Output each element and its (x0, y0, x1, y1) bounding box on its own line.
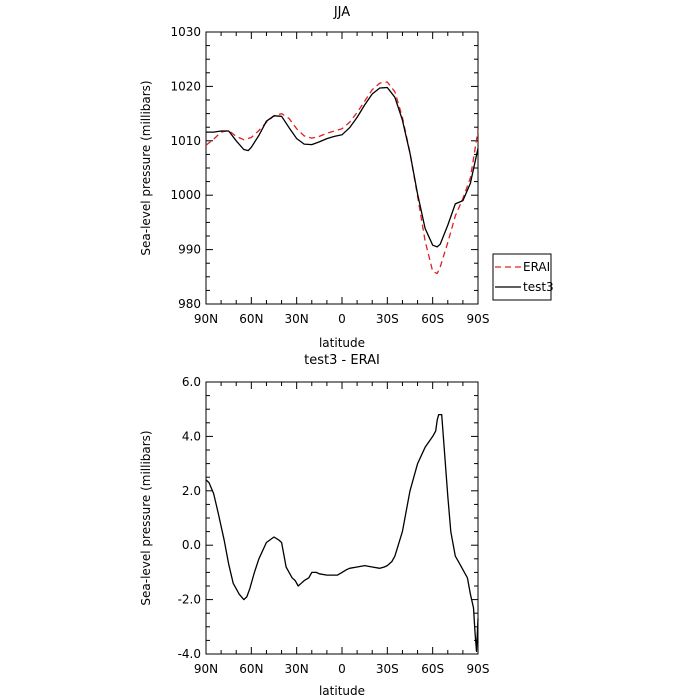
x-tick-label: 90S (467, 312, 490, 326)
x-axis-label: latitude (319, 684, 365, 698)
y-tick-label: 990 (178, 243, 201, 257)
y-axis-label: Sea-level pressure (millibars) (139, 80, 153, 255)
series-line-erai (205, 81, 479, 275)
y-tick-label: 1030 (170, 25, 201, 39)
x-tick-label: 60S (421, 662, 444, 676)
y-tick-label: -4.0 (178, 647, 201, 661)
x-tick-label: 30S (376, 662, 399, 676)
series-line-difference (205, 413, 479, 652)
y-tick-label: 1010 (170, 134, 201, 148)
legend-label-test3: test3 (523, 280, 554, 294)
x-tick-label: 60S (421, 312, 444, 326)
series-line-test3 (206, 86, 479, 248)
chart-title: test3 - ERAI (304, 353, 380, 368)
y-tick-label: 1000 (170, 188, 201, 202)
tick-labels: 90N 60N 30N 0 30S 60S 90S 980 990 1000 1010 1020 103… (170, 25, 489, 326)
y-tick-label: 0.0 (182, 538, 201, 552)
x-tick-label: 90S (467, 662, 490, 676)
legend-label-erai: ERAI (523, 260, 550, 274)
x-tick-label: 0 (338, 662, 346, 676)
axis-ticks (205, 31, 479, 305)
legend-box (492, 253, 552, 301)
y-tick-label: -2.0 (178, 593, 201, 607)
y-tick-label: 4.0 (182, 429, 201, 443)
y-axis-label: Sea-level pressure (millibars) (139, 430, 153, 605)
chart-title: JJA (333, 5, 350, 20)
x-tick-label: 30N (285, 312, 309, 326)
y-tick-label: 1020 (170, 79, 201, 93)
y-tick-label: 980 (178, 297, 201, 311)
legend: ERAI test3 (492, 253, 554, 301)
top-panel: JJA 90N 60N 30N 0 30S 60S 90S 980 990 1000 1010 102… (139, 5, 554, 350)
series-group (205, 81, 479, 275)
x-tick-label: 30N (285, 662, 309, 676)
bottom-panel: test3 - ERAI 90N 60N 30N 0 30S 60S 90S -4.0 -2.0… (139, 353, 489, 698)
x-tick-label: 30S (376, 312, 399, 326)
x-tick-label: 90N (194, 312, 218, 326)
x-tick-label: 60N (239, 312, 263, 326)
series-group (205, 413, 479, 652)
x-tick-label: 90N (194, 662, 218, 676)
tick-labels: 90N 60N 30N 0 30S 60S 90S -4.0 -2.0 0.0 2.0 4.0 6.0 (178, 375, 490, 676)
x-tick-label: 0 (338, 312, 346, 326)
x-axis-label: latitude (319, 336, 365, 350)
axis-ticks (205, 381, 479, 655)
y-tick-label: 2.0 (182, 484, 201, 498)
x-tick-label: 60N (239, 662, 263, 676)
y-tick-label: 6.0 (182, 375, 201, 389)
plot-frame (205, 31, 479, 305)
